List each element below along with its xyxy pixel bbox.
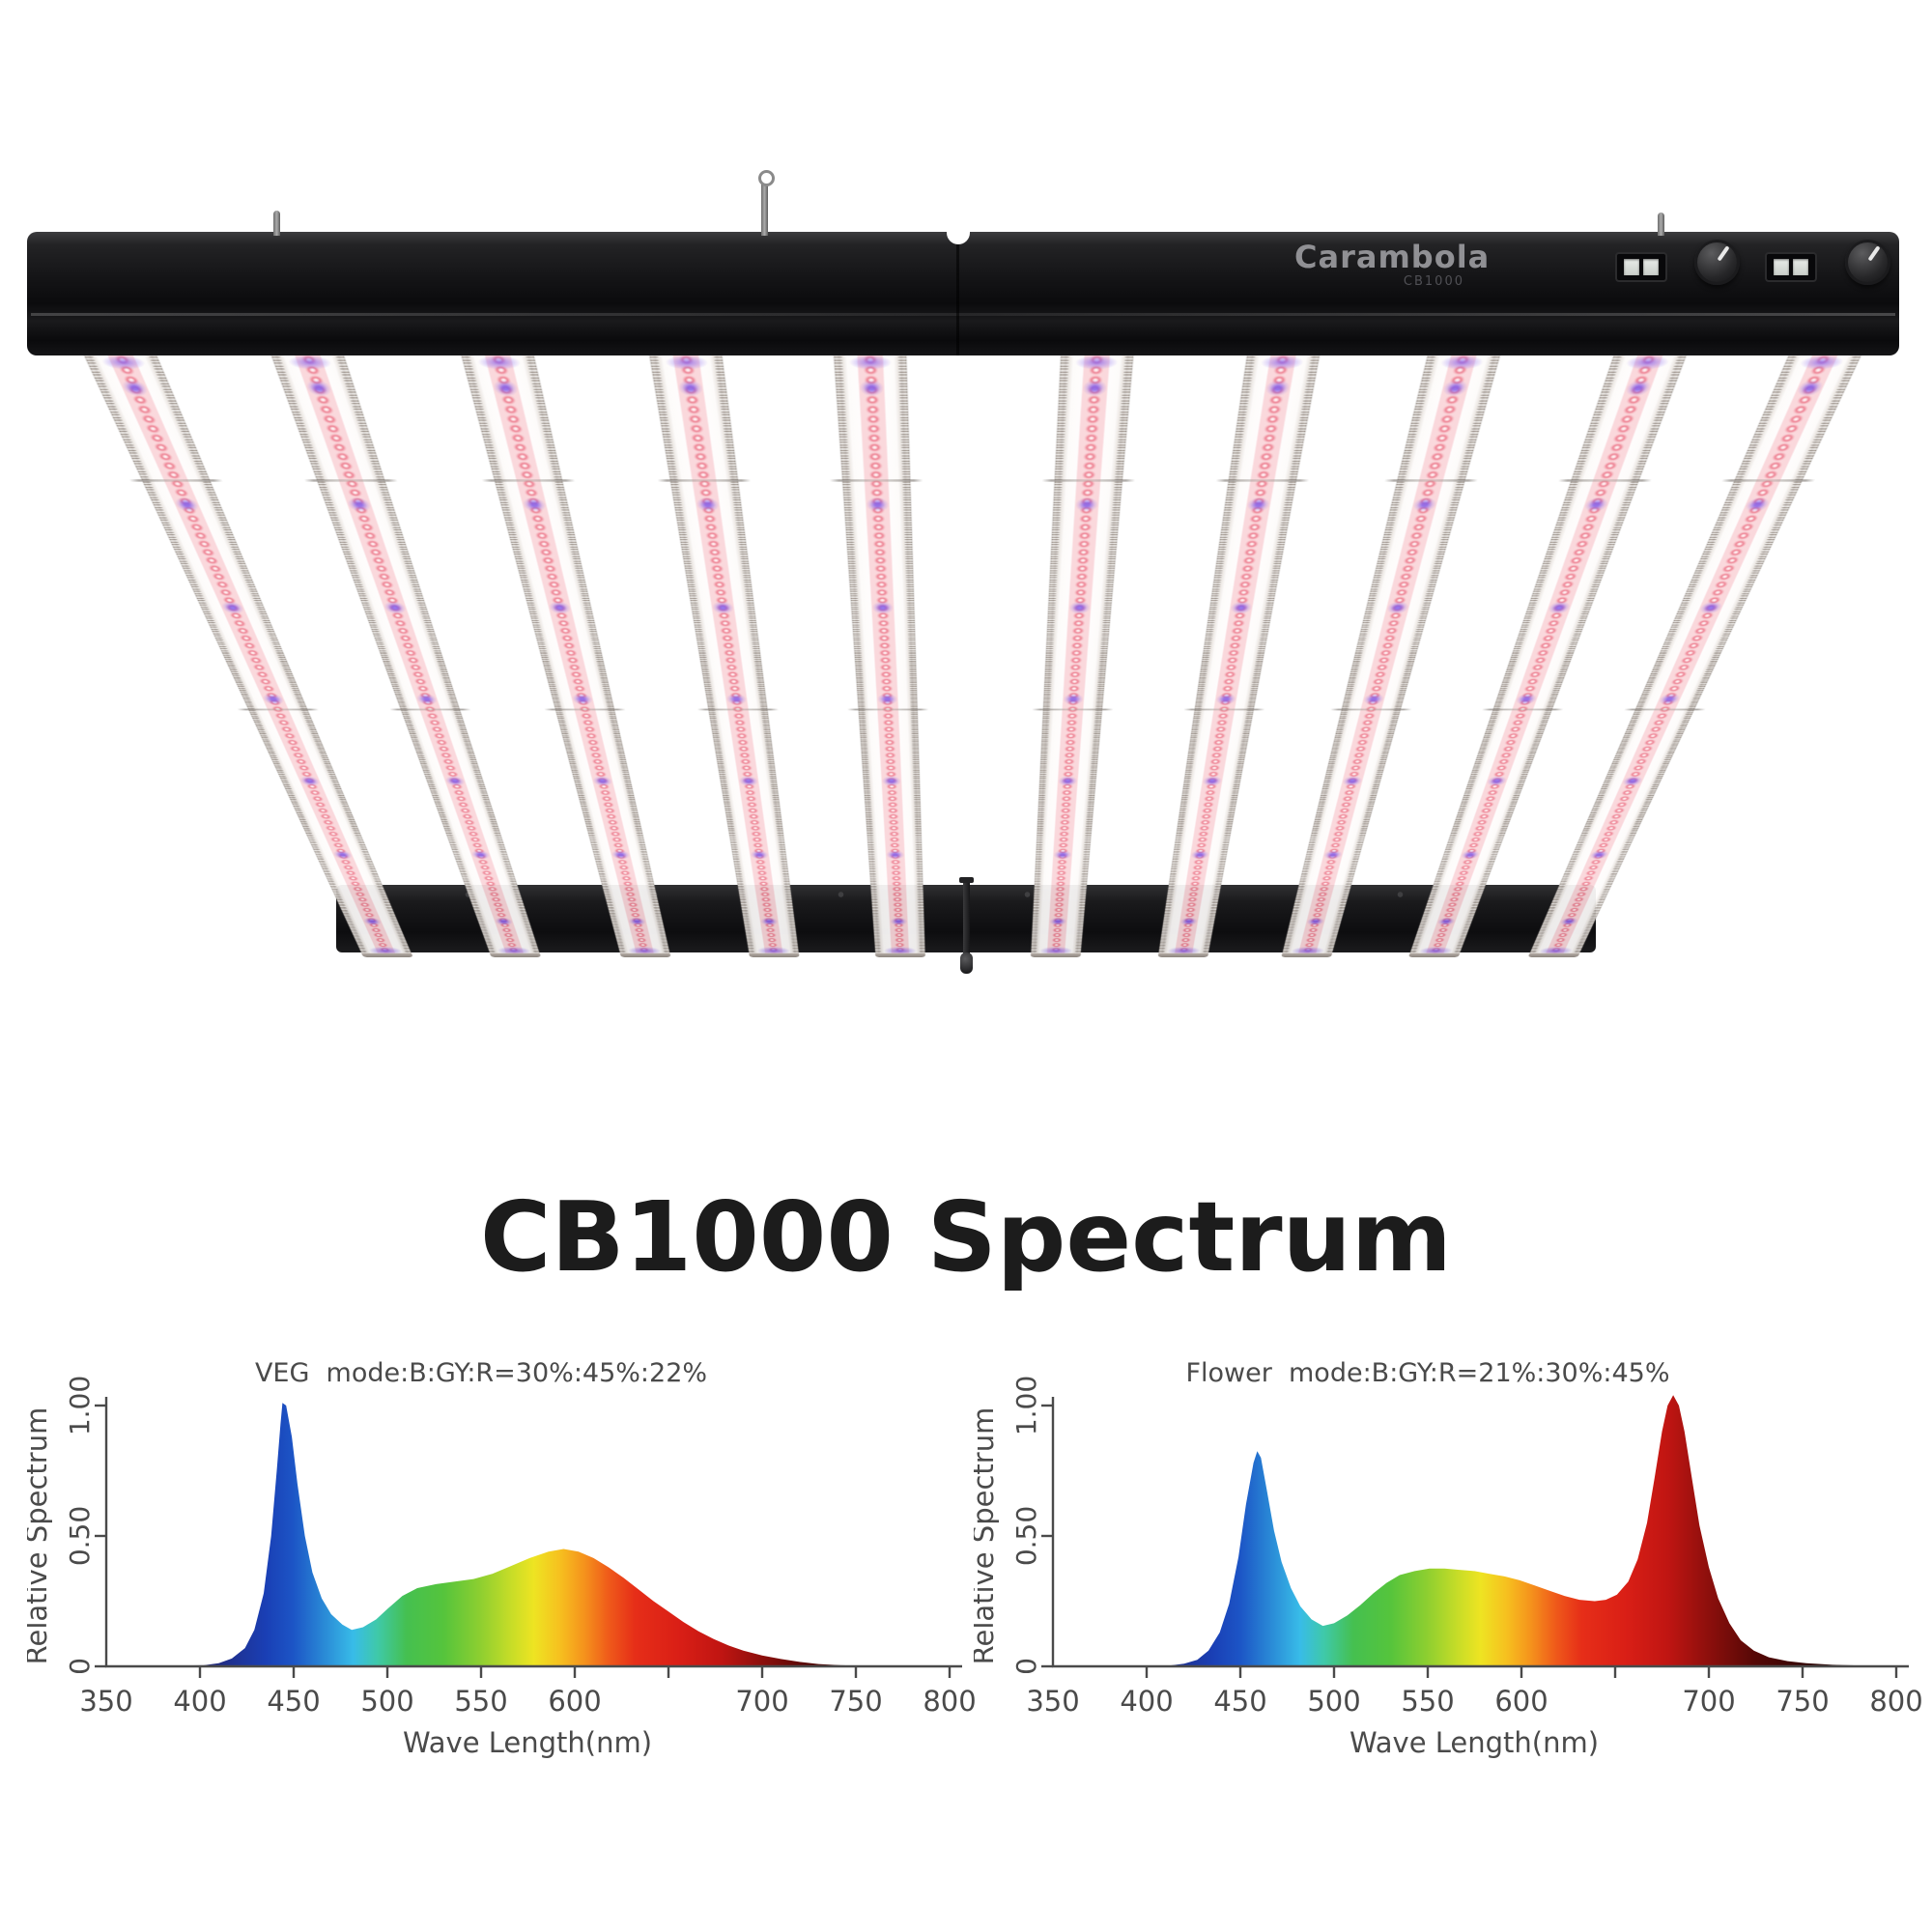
chart-title: VEG mode:B:GY:R=30%:45%:22% — [255, 1358, 707, 1388]
led-bar — [831, 324, 926, 957]
x-tick-label: 800 — [1869, 1685, 1922, 1718]
grow-light-photo: Carambola CB1000 — [0, 0, 1932, 985]
x-tick-label: 700 — [1682, 1685, 1735, 1718]
brand-label: Carambola — [1294, 239, 1491, 275]
y-axis-label: Relative Spectrum — [27, 1407, 53, 1665]
veg-spectrum-chart: 0 0.50 1.00 350 400 450 500 550 600 700 750 800 VEG … — [27, 1358, 977, 1759]
y-tick-label: 1.00 — [64, 1376, 96, 1435]
x-tick-label: 500 — [360, 1685, 413, 1718]
brand-block: Carambola CB1000 — [1294, 239, 1491, 289]
fold-hinge-notch — [947, 230, 970, 244]
hanging-hook — [1658, 213, 1664, 236]
display-window — [1793, 259, 1808, 275]
display-window — [1774, 259, 1789, 275]
chart-title: Flower mode:B:GY:R=21%:30%:45% — [1186, 1358, 1670, 1388]
fixture-top-rail: Carambola CB1000 — [27, 170, 1899, 355]
x-tick-label: 400 — [1120, 1685, 1173, 1718]
x-tick-label: 600 — [548, 1685, 601, 1718]
x-tick-label: 750 — [829, 1685, 882, 1718]
x-tick-label: 750 — [1776, 1685, 1829, 1718]
x-axis-label: Wave Length(nm) — [1350, 1726, 1599, 1759]
led-bar — [1030, 324, 1137, 957]
x-tick-label: 400 — [173, 1685, 226, 1718]
y-tick-label: 0.50 — [64, 1506, 96, 1566]
led-bar — [643, 324, 800, 957]
hanging-hook — [273, 211, 280, 236]
x-tick-label: 500 — [1307, 1685, 1360, 1718]
led-bar — [1527, 324, 1877, 957]
dimmer-knob — [1845, 240, 1890, 285]
spectrum-curve — [1053, 1395, 1896, 1666]
spectrum-curve — [106, 1403, 950, 1666]
fold-seam — [956, 232, 959, 355]
y-tick-label: 0 — [64, 1658, 96, 1675]
led-display — [1765, 252, 1817, 282]
led-display — [1615, 252, 1667, 282]
hanging-hook — [758, 170, 775, 236]
y-axis-label: Relative Spectrum — [974, 1407, 1000, 1665]
flower-spectrum-chart: 0 0.50 1.00 350 400 450 500 550 600 700 750 800 Flow… — [974, 1358, 1923, 1759]
x-tick-label: 550 — [1401, 1685, 1454, 1718]
x-tick-label: 350 — [1026, 1685, 1079, 1718]
dimmer-knob — [1694, 240, 1740, 285]
x-axis-label: Wave Length(nm) — [403, 1726, 652, 1759]
y-tick-label: 1.00 — [1010, 1376, 1042, 1435]
x-tick-label: 350 — [79, 1685, 132, 1718]
x-tick-label: 450 — [267, 1685, 320, 1718]
display-window — [1643, 259, 1659, 275]
led-bars — [29, 324, 1903, 957]
x-tick-label: 600 — [1494, 1685, 1548, 1718]
led-bar — [1157, 324, 1326, 957]
x-tick-label: 800 — [923, 1685, 976, 1718]
x-tick-label: 700 — [735, 1685, 788, 1718]
y-tick-label: 0 — [1010, 1658, 1042, 1675]
x-tick-label: 550 — [454, 1685, 507, 1718]
y-tick-label: 0.50 — [1010, 1506, 1042, 1566]
page-title: CB1000 Spectrum — [480, 1180, 1452, 1293]
display-window — [1624, 259, 1639, 275]
model-label: CB1000 — [1403, 273, 1464, 289]
center-fold-pin — [959, 877, 974, 974]
x-tick-label: 450 — [1213, 1685, 1266, 1718]
